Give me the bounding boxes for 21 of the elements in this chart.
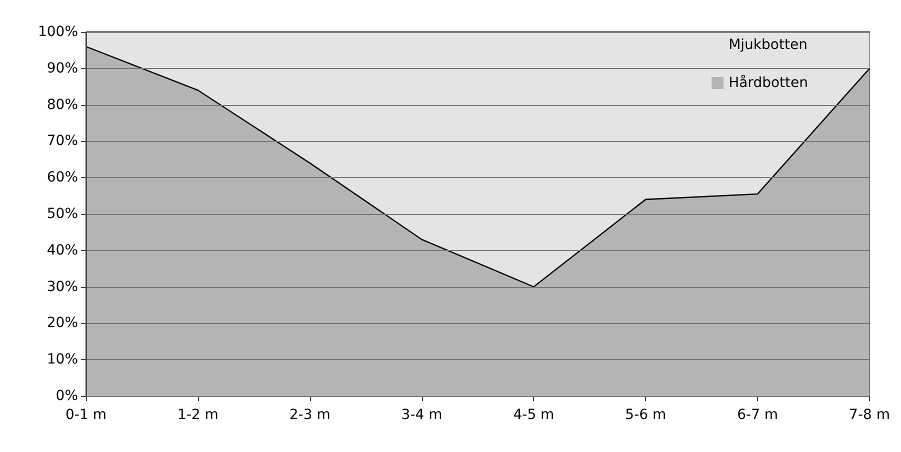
y-tick-label: 0% [56,388,78,404]
x-tick-label: 7-8 m [849,407,890,423]
y-tick-label: 60% [46,170,78,186]
x-tick-label: 4-5 m [513,407,554,423]
y-tick-label: 30% [46,278,78,295]
y-tick-label: 40% [46,242,78,258]
legend-label: Hårdbotten [728,74,808,91]
y-tick-label: 50% [46,206,78,222]
x-tick-label: 6-7 m [737,407,778,423]
y-tick-label: 90% [46,60,78,76]
x-tick-label: 1-2 m [177,407,218,423]
y-tick-label: 80% [46,96,78,113]
x-tick-label: 3-4 m [401,407,442,423]
series-label: Mjukbotten [728,37,808,53]
x-tick-label: 2-3 m [289,407,330,423]
y-tick-label: 20% [46,315,78,332]
y-tick-label: 70% [46,133,78,150]
x-tick-label: 5-6 m [625,407,666,423]
x-tick-label: 0-1 m [66,407,106,423]
y-tick-label: 10% [46,352,78,368]
y-tick-label: 100% [38,24,78,40]
